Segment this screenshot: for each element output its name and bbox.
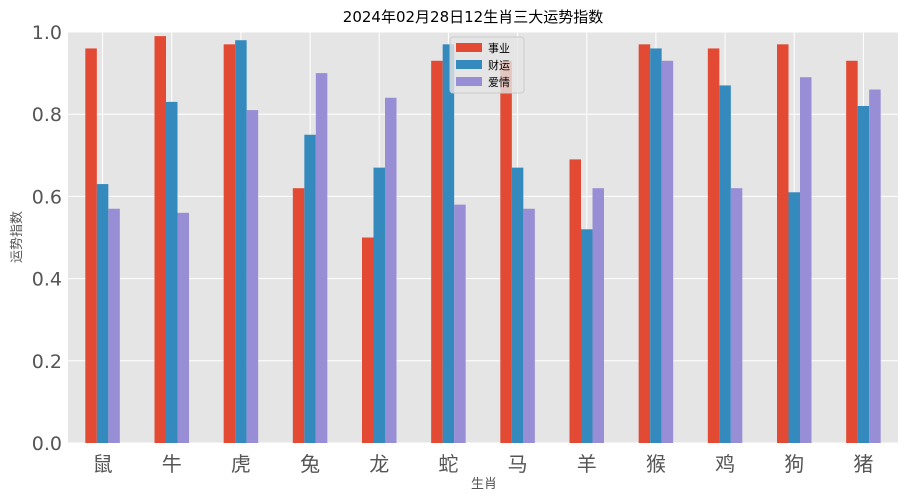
bar	[638, 44, 651, 444]
bar	[511, 167, 524, 443]
legend-swatch	[456, 43, 482, 52]
bar	[362, 237, 374, 443]
bar	[592, 188, 604, 443]
bar	[569, 159, 581, 443]
bar	[661, 60, 674, 444]
bar	[223, 44, 236, 444]
bar	[777, 44, 789, 444]
x-tick-label: 鼠	[93, 452, 113, 476]
bar	[177, 212, 189, 443]
bar	[85, 48, 97, 443]
bar	[154, 36, 166, 444]
bar	[800, 77, 812, 444]
bar	[292, 188, 305, 443]
x-axis-label: 生肖	[471, 477, 497, 492]
x-tick-label: 虎	[231, 452, 251, 476]
legend-swatch	[456, 60, 482, 69]
y-tick-label: 0.8	[32, 104, 62, 126]
x-tick-label: 猴	[646, 452, 666, 476]
bar	[246, 110, 259, 443]
x-tick-label: 兔	[300, 452, 320, 476]
bar	[788, 192, 800, 443]
x-tick-label: 蛇	[438, 452, 458, 476]
y-tick-label: 0.0	[32, 433, 62, 455]
bar	[315, 73, 328, 443]
y-axis-label: 运势指数	[9, 211, 25, 263]
bar	[454, 204, 466, 443]
bar	[581, 229, 593, 443]
bar	[650, 48, 662, 443]
bar	[235, 40, 247, 443]
bar	[166, 101, 178, 444]
x-tick-label: 鸡	[715, 452, 735, 476]
y-tick-label: 1.0	[32, 22, 62, 44]
bar	[431, 60, 443, 444]
bar	[385, 97, 397, 443]
y-tick-label: 0.4	[32, 269, 62, 291]
x-axis-ticks: 鼠牛虎兔龙蛇马羊猴鸡狗猪	[93, 452, 874, 476]
x-tick-label: 羊	[577, 452, 597, 476]
bar	[96, 184, 109, 443]
bar	[523, 208, 535, 443]
plot-area	[68, 32, 898, 443]
x-tick-label: 龙	[369, 452, 389, 476]
bar	[373, 167, 385, 443]
y-axis-ticks: 0.0 0.2 0.4 0.6 0.8 1.0	[32, 22, 62, 455]
bars	[85, 36, 881, 444]
x-tick-label: 狗	[784, 452, 804, 476]
bar	[857, 105, 870, 443]
y-tick-label: 0.2	[32, 351, 62, 373]
bar	[730, 188, 743, 443]
legend-label: 爱情	[488, 76, 510, 89]
bar	[719, 85, 731, 444]
legend-label: 事业	[488, 42, 510, 55]
legend-swatch	[456, 77, 482, 86]
bar	[304, 134, 316, 443]
bar	[108, 208, 120, 443]
x-tick-label: 牛	[162, 452, 182, 476]
bar	[442, 44, 455, 444]
bar	[500, 60, 512, 444]
legend-label: 财运	[488, 58, 510, 72]
bar	[707, 48, 720, 443]
chart-title: 2024年02月28日12生肖三大运势指数	[343, 8, 603, 26]
y-tick-label: 0.6	[32, 186, 62, 208]
x-tick-label: 猪	[853, 452, 873, 476]
bar	[846, 60, 858, 444]
x-tick-label: 马	[508, 452, 528, 476]
bar	[869, 89, 881, 443]
